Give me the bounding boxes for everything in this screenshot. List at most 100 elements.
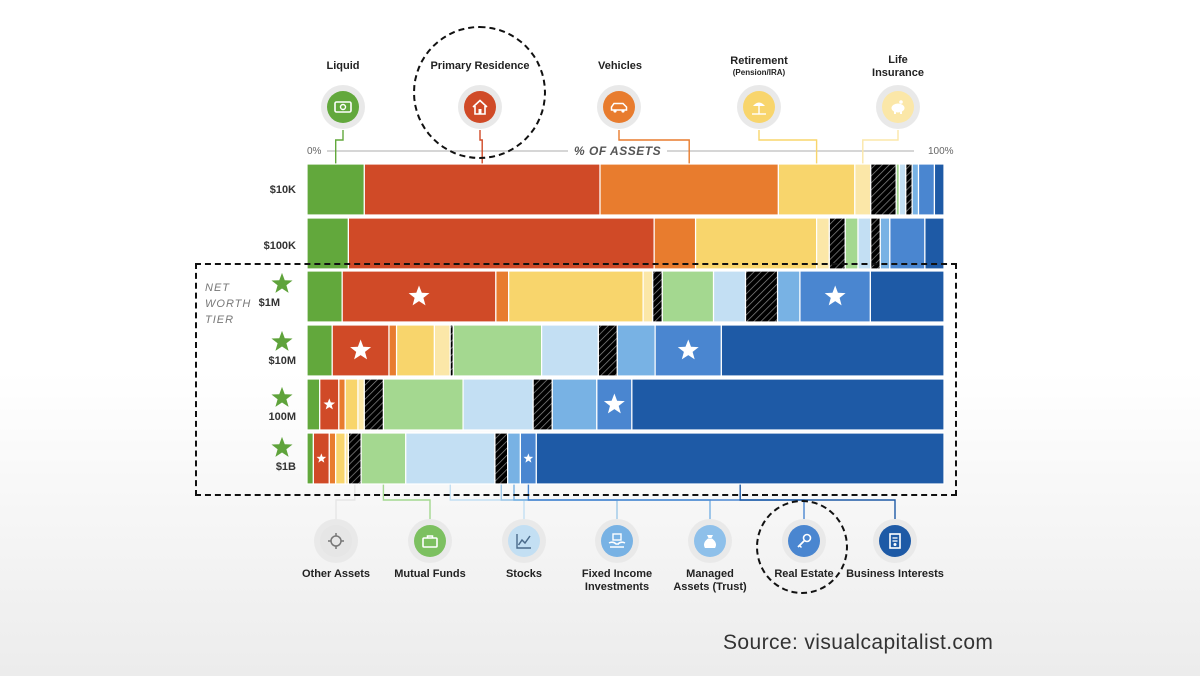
bar-segment-stocks xyxy=(462,378,534,431)
bar-segment-primary-residence xyxy=(363,163,601,216)
net-worth-tier-highlight xyxy=(195,263,957,496)
tier-label: 100M xyxy=(268,411,296,423)
vehicles-badge xyxy=(597,85,641,129)
retirement-badge xyxy=(737,85,781,129)
category-label-life-insurance: Life Insurance xyxy=(872,54,924,79)
category-label-business-interests: Business Interests xyxy=(846,568,944,580)
category-label-mutual-funds: Mutual Funds xyxy=(394,568,466,580)
gear-dollar-icon xyxy=(320,525,352,557)
bar-segment-other-assets xyxy=(870,163,897,216)
star-icon xyxy=(271,436,293,457)
bar-segment-retirement xyxy=(694,217,818,270)
stocks-badge xyxy=(502,519,546,563)
fixed-income-badge xyxy=(595,519,639,563)
source-credit: Source: visualcapitalist.com xyxy=(723,631,994,654)
bar-segment-business-interests xyxy=(535,432,945,485)
bar-segment-mutual-funds xyxy=(360,432,407,485)
bar-segment-stocks xyxy=(541,324,599,377)
cash-icon xyxy=(327,91,359,123)
highlight-star-real-estate xyxy=(523,453,534,463)
bar-segment-life-insurance xyxy=(854,163,872,216)
bar-segment-fixed-income xyxy=(744,270,779,323)
bar-segment-liquid xyxy=(306,217,350,270)
bar-segment-retirement xyxy=(395,324,435,377)
bar-segment-liquid xyxy=(306,324,333,377)
category-label-stocks: Stocks xyxy=(505,568,543,580)
bar-segment-managed-assets xyxy=(879,217,891,270)
highlight-star-primary-residence xyxy=(350,339,372,360)
business-interests-badge xyxy=(873,519,917,563)
bar-segment-mutual-funds xyxy=(452,324,543,377)
bar-segment-fixed-income xyxy=(870,217,881,270)
net-worth-tier-title: NET WORTH TIER xyxy=(205,282,252,326)
connector-line xyxy=(449,484,525,519)
bar-segment-real-estate xyxy=(917,163,936,216)
bar-segment-liquid xyxy=(306,163,365,216)
car-icon xyxy=(603,91,635,123)
briefcase-icon xyxy=(414,525,446,557)
bar-segment-managed-assets xyxy=(551,378,598,431)
bar-segment-retirement xyxy=(777,163,856,216)
mutual-funds-badge xyxy=(408,519,452,563)
bar-segment-business-interests xyxy=(720,324,945,377)
life-insurance-badge xyxy=(876,85,920,129)
highlight-star-real-estate xyxy=(603,393,625,414)
real-estate-highlight xyxy=(756,500,848,594)
bar-segment-stocks xyxy=(857,217,872,270)
bar-segment-managed-assets xyxy=(616,324,656,377)
money-bag-icon xyxy=(694,525,726,557)
star-icon xyxy=(271,386,293,407)
bar-segment-stocks xyxy=(712,270,747,323)
axis-right-label: 100% xyxy=(928,146,954,157)
connector-line xyxy=(758,130,818,164)
stock-chart-icon xyxy=(508,525,540,557)
highlight-star-primary-residence xyxy=(408,285,430,306)
connector-line xyxy=(862,130,899,164)
axis-left-label: 0% xyxy=(307,146,322,157)
tier-label: $100K xyxy=(263,240,296,252)
beach-icon xyxy=(743,91,775,123)
bar-segment-managed-assets xyxy=(911,163,920,216)
other-assets-badge xyxy=(314,519,358,563)
bar-segment-business-interests xyxy=(924,217,945,270)
tier-label: $1M xyxy=(258,297,280,309)
bar-segment-real-estate xyxy=(889,217,926,270)
category-label-vehicles: Vehicles xyxy=(597,60,643,72)
bar-segment-vehicles xyxy=(653,217,697,270)
highlight-star-real-estate xyxy=(677,339,699,360)
bar-segment-business-interests xyxy=(933,163,945,216)
tier-label: $10K xyxy=(269,184,296,196)
axis-title: % OF ASSETS xyxy=(568,144,668,158)
bar-segment-vehicles xyxy=(599,163,779,216)
bar-segment-primary-residence xyxy=(347,217,655,270)
category-label-other-assets: Other Assets xyxy=(301,568,371,580)
connector-line xyxy=(739,484,896,519)
bar-segment-stocks xyxy=(405,432,496,485)
highlight-star-real-estate xyxy=(824,285,846,306)
star-icon xyxy=(271,272,293,293)
category-label-fixed-income: Fixed Income Investments xyxy=(581,568,653,593)
liquid-badge xyxy=(321,85,365,129)
bar-segment-fixed-income xyxy=(905,163,913,216)
connector-line xyxy=(382,484,431,519)
category-label-retirement: Retirement (Pension/IRA) xyxy=(730,55,788,77)
category-label-liquid: Liquid xyxy=(326,60,360,72)
bar-segment-liquid xyxy=(306,270,343,323)
bar-segment-retirement xyxy=(508,270,644,323)
bar-segment-other-assets xyxy=(828,217,846,270)
highlight-star-primary-residence xyxy=(323,398,336,410)
bar-segment-business-interests xyxy=(869,270,945,323)
star-icon xyxy=(271,330,293,351)
bar-segment-mutual-funds xyxy=(844,217,859,270)
connector-line xyxy=(618,130,690,164)
bar-segment-life-insurance xyxy=(815,217,830,270)
tier-label: $1B xyxy=(275,461,296,473)
tier-label: $10M xyxy=(268,355,296,367)
primary-residence-highlight xyxy=(413,26,546,159)
document-icon xyxy=(879,525,911,557)
piggy-bank-icon xyxy=(882,91,914,123)
bar-segment-business-interests xyxy=(631,378,945,431)
connector-line xyxy=(335,130,344,164)
